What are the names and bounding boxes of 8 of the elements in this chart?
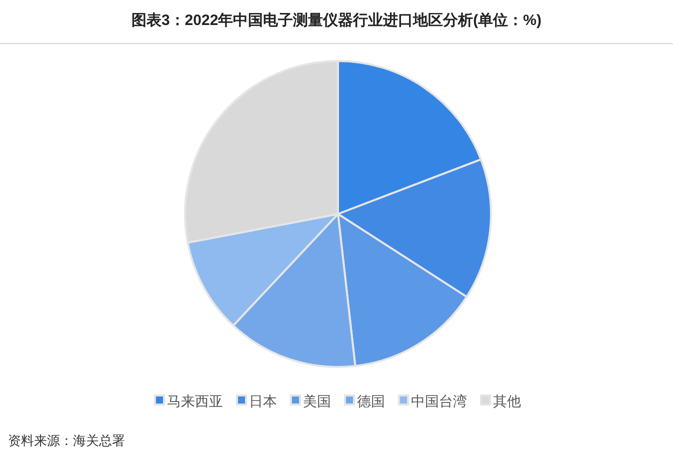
legend-label: 中国台湾 (411, 393, 467, 409)
legend-label: 其他 (493, 393, 521, 409)
legend-label: 美国 (303, 393, 331, 409)
legend-label: 马来西亚 (167, 393, 223, 409)
legend-label: 日本 (249, 393, 277, 409)
title: 图表3：2022年中国电子测量仪器行业进口地区分析(单位：%) (131, 12, 542, 29)
annotation: 资料来源：海关总署 (8, 433, 125, 448)
legend-label: 德国 (357, 393, 385, 409)
